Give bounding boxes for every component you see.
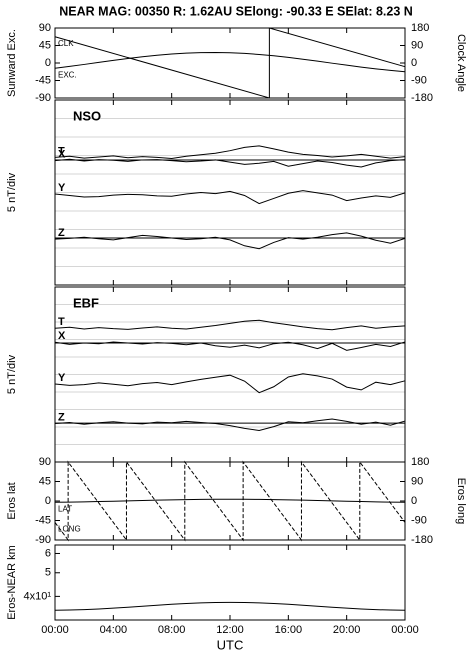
y-tick-label: 6 bbox=[45, 547, 51, 559]
x-tick-label: 08:00 bbox=[158, 624, 186, 636]
y-tick-label: -45 bbox=[35, 514, 51, 526]
y2-tick-label: 90 bbox=[411, 475, 423, 487]
y-tick-label: 45 bbox=[39, 475, 51, 487]
y-axis-title: Eros-NEAR km bbox=[6, 545, 18, 620]
series-label: T bbox=[58, 145, 65, 157]
y-tick-label: 4x10¹ bbox=[23, 590, 51, 602]
series-label: Y bbox=[58, 182, 66, 194]
series-line bbox=[54, 319, 406, 331]
x-tick-label: 16:00 bbox=[275, 624, 303, 636]
panel-frame bbox=[54, 461, 406, 541]
y2-tick-label: -90 bbox=[411, 74, 427, 86]
y2-axis-title: Clock Angle bbox=[455, 34, 467, 92]
series-line bbox=[54, 190, 406, 205]
series-label: Y bbox=[58, 372, 66, 384]
series-label: LONG bbox=[58, 525, 81, 534]
y-axis-title: Eros lat bbox=[6, 482, 18, 519]
y-tick-label: 0 bbox=[45, 57, 51, 69]
y2-tick-label: 180 bbox=[411, 456, 429, 468]
series-line bbox=[54, 232, 406, 250]
y-tick-label: -90 bbox=[35, 92, 51, 104]
y-tick-label: -90 bbox=[35, 534, 51, 546]
y-tick-label: -45 bbox=[35, 74, 51, 86]
series-label: EXC. bbox=[58, 70, 77, 79]
series-line bbox=[54, 158, 406, 168]
panel-title: EBF bbox=[73, 295, 99, 310]
y-axis-title: 5 nT/div bbox=[6, 172, 18, 212]
y2-tick-label: 180 bbox=[411, 22, 429, 34]
y-tick-label: 90 bbox=[39, 22, 51, 34]
series-label: CLK bbox=[58, 39, 74, 48]
series-label: X bbox=[58, 149, 66, 161]
y2-tick-label: -180 bbox=[411, 534, 433, 546]
series-label: LAT bbox=[58, 504, 72, 513]
series-label: X bbox=[58, 330, 66, 342]
x-tick-label: 12:00 bbox=[216, 624, 244, 636]
series-line bbox=[54, 145, 406, 159]
series-line bbox=[54, 601, 406, 611]
y-tick-label: 0 bbox=[45, 495, 51, 507]
x-tick-label: 04:00 bbox=[100, 624, 128, 636]
y2-tick-label: 90 bbox=[411, 39, 423, 51]
series-line bbox=[54, 498, 406, 503]
panel-frame bbox=[54, 27, 406, 99]
y-axis-title: Sunward Exc. bbox=[6, 29, 18, 97]
y2-tick-label: 0 bbox=[411, 495, 417, 507]
x-tick-label: 00:00 bbox=[41, 624, 69, 636]
series-label: T bbox=[58, 316, 65, 328]
series-label: Z bbox=[58, 411, 65, 423]
y-tick-label: 90 bbox=[39, 456, 51, 468]
y2-tick-label: 0 bbox=[411, 57, 417, 69]
x-tick-label: 00:00 bbox=[391, 624, 419, 636]
y2-axis-title: Eros long bbox=[455, 478, 467, 524]
series-line bbox=[54, 460, 406, 542]
y2-tick-label: -180 bbox=[411, 92, 433, 104]
y2-tick-label: -90 bbox=[411, 514, 427, 526]
panel-frame bbox=[54, 544, 406, 621]
series-line bbox=[54, 373, 406, 394]
series-line bbox=[54, 51, 406, 73]
page-title: NEAR MAG: 00350 R: 1.62AU SElong: -90.33… bbox=[59, 4, 413, 18]
series-label: Z bbox=[58, 227, 65, 239]
panel-frame bbox=[54, 99, 406, 286]
x-tick-label: 20:00 bbox=[333, 624, 361, 636]
series-line bbox=[54, 418, 406, 432]
x-axis-title: UTC bbox=[217, 637, 244, 652]
panel-title: NSO bbox=[73, 108, 101, 123]
y-tick-label: 45 bbox=[39, 39, 51, 51]
series-line bbox=[54, 27, 406, 99]
series-line bbox=[54, 341, 406, 351]
y-tick-label: 5 bbox=[45, 567, 51, 579]
y-axis-title: 5 nT/div bbox=[6, 354, 18, 394]
